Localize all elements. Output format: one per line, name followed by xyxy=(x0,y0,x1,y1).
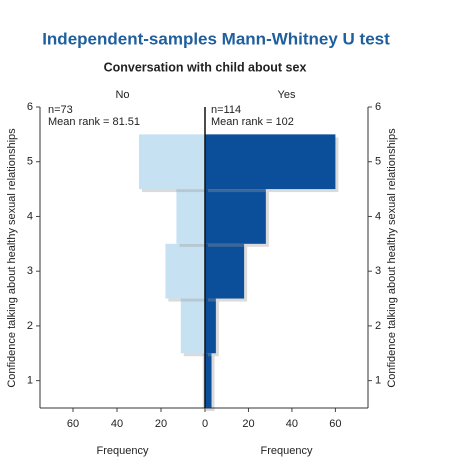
x-axis-label: Frequency xyxy=(261,445,313,457)
bar xyxy=(205,189,266,244)
x-axis-label: Frequency xyxy=(97,445,149,457)
y-tick-label: 1 xyxy=(375,375,381,387)
y-tick-label: 2 xyxy=(27,320,33,332)
x-tick-label: 60 xyxy=(67,418,79,430)
bar xyxy=(205,353,212,408)
bar xyxy=(205,298,216,354)
bar xyxy=(180,298,205,354)
y-tick-label: 3 xyxy=(375,265,381,277)
y-tick-label: 5 xyxy=(27,156,33,168)
chart-title: Independent-samples Mann-Whitney U test xyxy=(42,29,390,48)
x-tick-label: 20 xyxy=(242,418,254,430)
legend-label: Yes xyxy=(278,89,296,101)
bar xyxy=(205,134,336,190)
x-tick-label: 20 xyxy=(155,418,167,430)
x-tick-label: 60 xyxy=(329,418,341,430)
annotation: Mean rank = 81.51 xyxy=(48,116,140,128)
annotation: n=114 xyxy=(211,104,241,116)
bar xyxy=(202,353,205,408)
bar xyxy=(205,243,245,299)
y-tick-label: 3 xyxy=(27,265,33,277)
annotation: n=73 xyxy=(48,104,73,116)
x-tick-label: 40 xyxy=(286,418,298,430)
bar xyxy=(139,134,205,190)
x-tick-label: 40 xyxy=(111,418,123,430)
y-axis-label: Confidence talking about healthy sexual … xyxy=(6,128,18,388)
y-tick-label: 2 xyxy=(375,320,381,332)
bar xyxy=(165,243,205,299)
y-tick-label: 4 xyxy=(375,210,381,222)
y-axis-label: Confidence talking about healthy sexual … xyxy=(386,128,398,388)
y-tick-label: 1 xyxy=(27,375,33,387)
chart-subtitle: Conversation with child about sex xyxy=(104,60,307,74)
x-tick-label: 0 xyxy=(202,418,208,430)
y-tick-label: 6 xyxy=(375,101,381,113)
annotation: Mean rank = 102 xyxy=(211,116,294,128)
y-tick-label: 5 xyxy=(375,156,381,168)
y-tick-label: 4 xyxy=(27,210,33,222)
y-tick-label: 6 xyxy=(27,101,33,113)
bar xyxy=(176,189,205,244)
legend-label: No xyxy=(115,89,129,101)
